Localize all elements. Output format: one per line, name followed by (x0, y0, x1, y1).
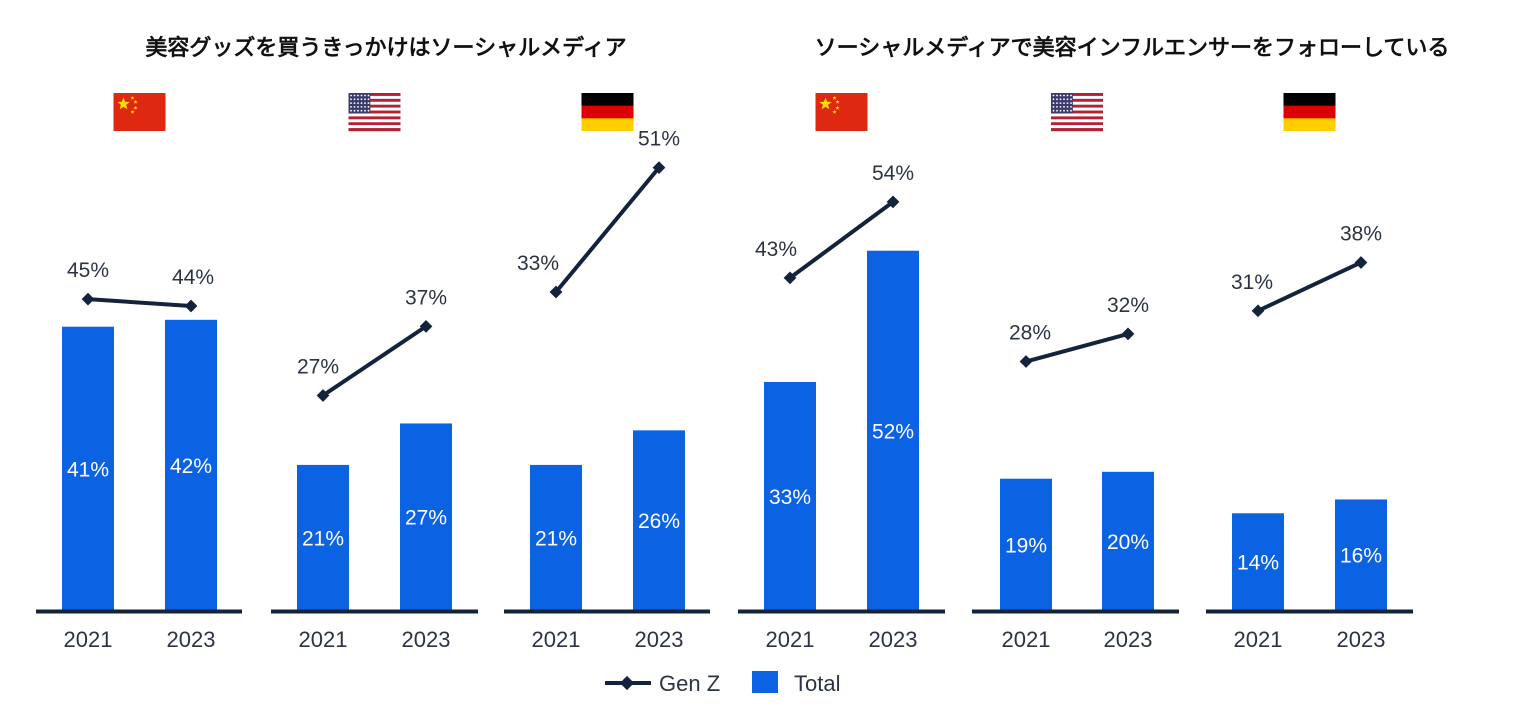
genz-point-2021[interactable] (81, 292, 95, 306)
bar-value-label: 42% (170, 455, 212, 478)
bar-total-2023[interactable] (867, 250, 919, 610)
x-tick-label: 2023 (1104, 627, 1153, 652)
china-flag-icon (815, 93, 868, 131)
x-tick-label: 2021 (532, 627, 581, 652)
panel-6: 14% 16% 31% 38% 2021 2023 (1206, 93, 1413, 652)
bar-total-2021[interactable] (1000, 478, 1052, 610)
bar-value-label: 33% (769, 486, 811, 509)
bar-total-2021[interactable] (62, 326, 114, 610)
legend-genz-label: Gen Z (659, 671, 720, 696)
x-tick-label: 2021 (299, 627, 348, 652)
genz-line (788, 200, 895, 280)
genz-point-2023[interactable] (1121, 327, 1135, 341)
genz-value-label: 28% (1009, 322, 1051, 345)
bar-total-2023[interactable] (633, 430, 685, 610)
bar-total-2021[interactable] (764, 382, 816, 610)
section-title-purchase-trigger: 美容グッズを買うきっかけはソーシャルメディア (145, 35, 626, 61)
genz-value-label: 44% (172, 266, 214, 289)
bar-value-label: 26% (638, 510, 680, 533)
bar-value-label: 19% (1005, 534, 1047, 557)
china-flag-icon (113, 93, 166, 131)
legend-total-swatch (752, 671, 778, 693)
bar-value-label: 27% (405, 507, 447, 530)
bar-total-2023[interactable] (165, 319, 217, 610)
bar-value-label: 21% (535, 527, 577, 550)
section-title-follow-influencers: ソーシャルメディアで美容インフルエンサーをフォローしている (815, 35, 1450, 61)
x-tick-label: 2023 (1337, 627, 1386, 652)
x-tick-label: 2023 (167, 627, 216, 652)
bar-total-2021[interactable] (1232, 513, 1284, 610)
panel-4: 33% 52% 43% 54% 2021 2023 (738, 93, 945, 652)
legend[interactable]: Gen Z Total (605, 671, 840, 696)
genz-line (1025, 331, 1129, 364)
genz-value-label: 45% (67, 259, 109, 282)
genz-line (554, 166, 661, 294)
bar-value-label: 16% (1340, 545, 1382, 568)
x-tick-label: 2023 (869, 627, 918, 652)
genz-line (1257, 260, 1362, 313)
bar-value-label: 14% (1237, 552, 1279, 575)
bar-value-label: 21% (302, 527, 344, 550)
genz-value-label: 43% (755, 238, 797, 261)
x-tick-label: 2021 (1002, 627, 1051, 652)
genz-line (87, 297, 192, 308)
germany-flag-icon (581, 93, 634, 131)
genz-point-2023[interactable] (184, 299, 198, 313)
x-tick-label: 2021 (1234, 627, 1283, 652)
x-tick-label: 2021 (64, 627, 113, 652)
genz-value-label: 27% (297, 355, 339, 378)
genz-value-label: 33% (517, 252, 559, 275)
us-flag-icon (1051, 93, 1103, 132)
bar-total-2023[interactable] (1102, 471, 1154, 610)
genz-value-label: 37% (405, 286, 447, 309)
bar-total-2021[interactable] (530, 464, 582, 610)
bar-total-2023[interactable] (400, 423, 452, 610)
legend-genz-marker (619, 675, 635, 691)
genz-value-label: 54% (872, 162, 914, 185)
genz-line (321, 324, 428, 398)
genz-value-label: 32% (1107, 294, 1149, 317)
genz-point-2021[interactable] (1019, 355, 1033, 368)
us-flag-icon (348, 93, 401, 132)
bar-total-2023[interactable] (1335, 499, 1387, 610)
chart-panels: 41% 42% 45% 44% 2021 2023 21% 27% 27% 37% 2021 2023… (36, 93, 1413, 652)
genz-value-label: 31% (1231, 271, 1273, 294)
bar-value-label: 20% (1107, 531, 1149, 554)
panel-3: 21% 26% 33% 51% 2021 2023 (504, 93, 710, 652)
genz-point-2021[interactable] (316, 389, 330, 402)
genz-point-2023[interactable] (419, 319, 433, 333)
germany-flag-icon (1283, 93, 1336, 131)
panel-5: 19% 20% 28% 32% 2021 2023 (972, 93, 1179, 652)
panel-2: 21% 27% 27% 37% 2021 2023 (271, 93, 478, 652)
genz-value-label: 51% (638, 128, 680, 151)
bar-total-2021[interactable] (297, 464, 349, 610)
bar-value-label: 41% (67, 458, 109, 481)
x-tick-label: 2023 (402, 627, 451, 652)
x-tick-label: 2021 (766, 627, 815, 652)
genz-point-2021[interactable] (1251, 304, 1265, 318)
legend-total-label: Total (794, 671, 840, 696)
genz-point-2023[interactable] (1354, 256, 1368, 269)
genz-value-label: 38% (1340, 222, 1382, 245)
bar-value-label: 52% (872, 420, 914, 443)
panel-1: 41% 42% 45% 44% 2021 2023 (36, 93, 242, 652)
x-tick-label: 2023 (635, 627, 684, 652)
